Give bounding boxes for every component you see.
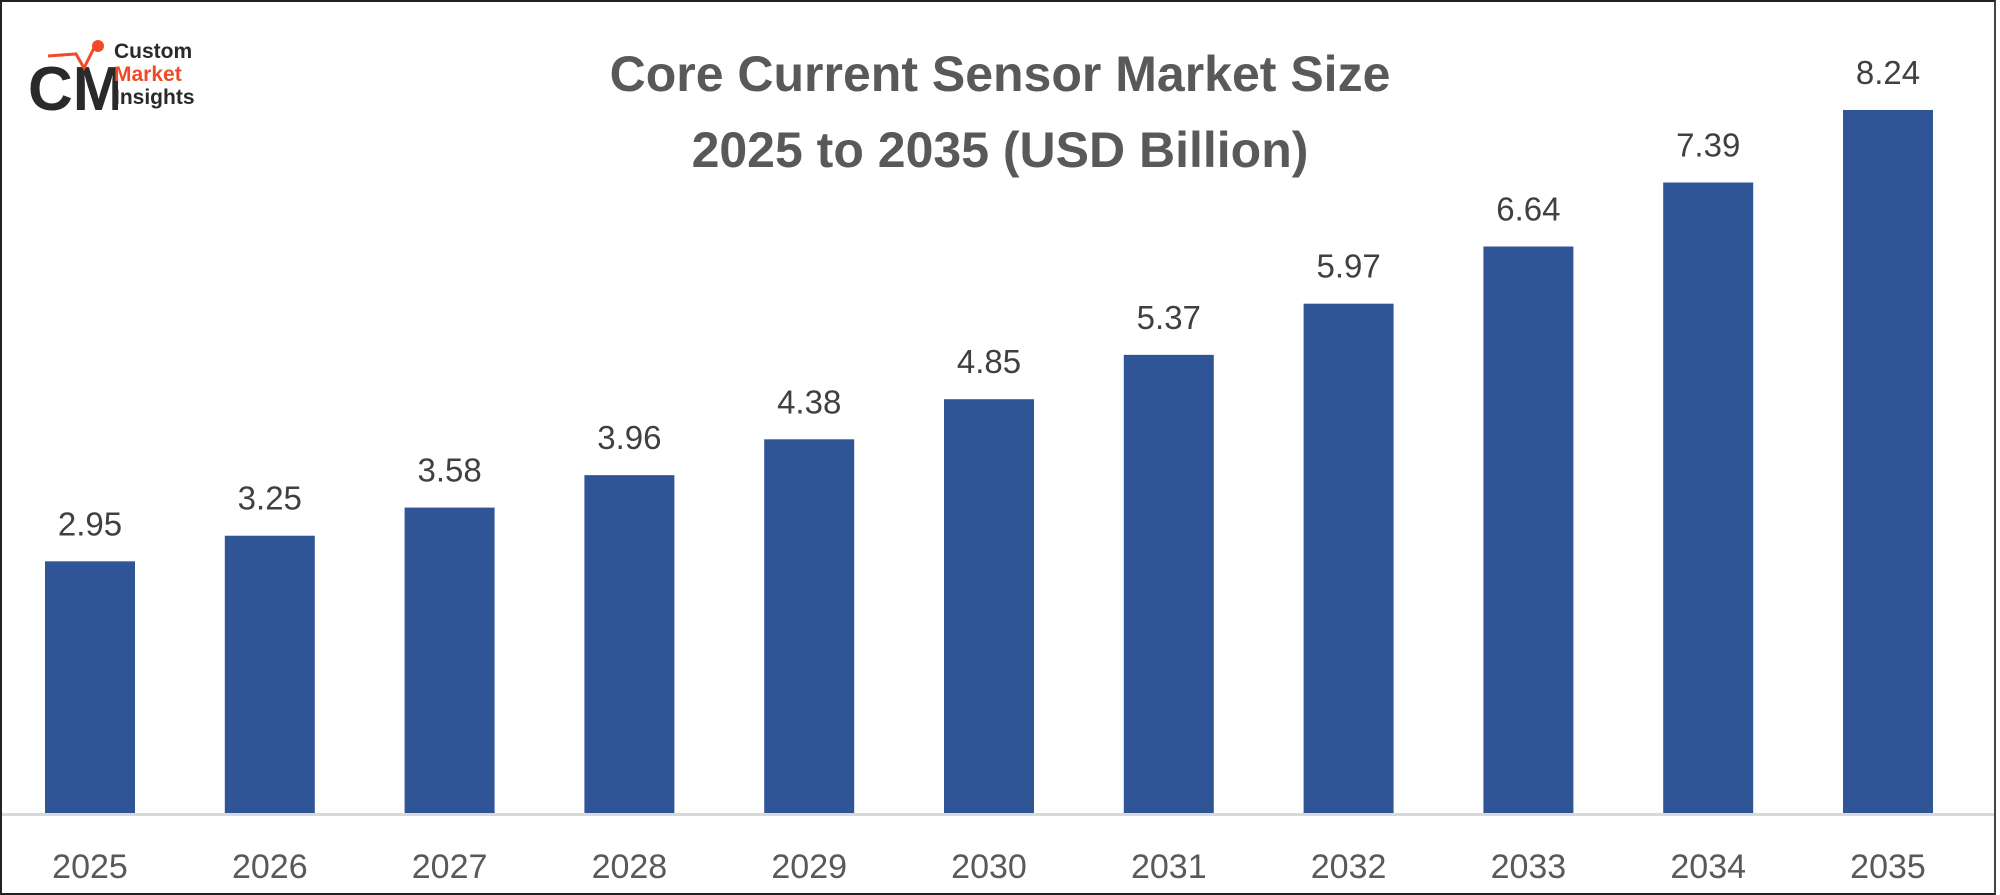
data-label: 7.39 [1676, 127, 1740, 164]
data-label: 2.95 [58, 505, 122, 542]
logo-line3: Insights [114, 86, 195, 109]
x-tick-label: 2028 [592, 848, 668, 886]
x-tick-label: 2027 [412, 848, 488, 886]
bar-2025 [45, 561, 135, 813]
bar-2026 [224, 535, 315, 813]
bar-2029 [764, 439, 855, 813]
svg-text:CM: CM [28, 55, 118, 118]
bar-2028 [584, 475, 675, 813]
data-label: 3.25 [238, 480, 302, 517]
chart-title: Core Current Sensor Market Size [609, 46, 1391, 102]
logo: CM Custom Market Insights [28, 38, 228, 118]
data-label: 8.24 [1856, 54, 1920, 91]
bar-2034 [1663, 182, 1754, 814]
x-tick-label: 2025 [52, 848, 128, 886]
data-label: 6.64 [1496, 191, 1560, 228]
x-tick-label: 2032 [1311, 848, 1387, 886]
data-label: 3.96 [597, 419, 661, 456]
data-label: 4.85 [957, 343, 1021, 380]
x-tick-label: 2034 [1670, 848, 1746, 886]
x-tick-label: 2030 [951, 848, 1027, 886]
logo-line1: Custom [114, 40, 193, 63]
x-tick-label: 2026 [232, 848, 308, 886]
x-tick-label: 2031 [1131, 848, 1207, 886]
logo-mark-icon: CM [28, 40, 118, 118]
logo-line2: Market [114, 63, 182, 86]
x-tick-label: 2035 [1850, 848, 1926, 886]
bar-2030 [944, 399, 1034, 813]
chart-subtitle: 2025 to 2035 (USD Billion) [691, 122, 1309, 178]
bar-2035 [1843, 110, 1933, 813]
data-label: 5.97 [1316, 248, 1380, 285]
x-tick-label: 2029 [771, 848, 847, 886]
data-label: 4.38 [777, 383, 841, 420]
x-tick-label: 2033 [1491, 848, 1567, 886]
bar-2031 [1123, 354, 1214, 813]
bar-2027 [404, 507, 495, 813]
data-label: 3.58 [417, 452, 481, 489]
data-label: 5.37 [1137, 299, 1201, 336]
bar-2032 [1303, 303, 1394, 813]
bar-2033 [1483, 246, 1574, 813]
